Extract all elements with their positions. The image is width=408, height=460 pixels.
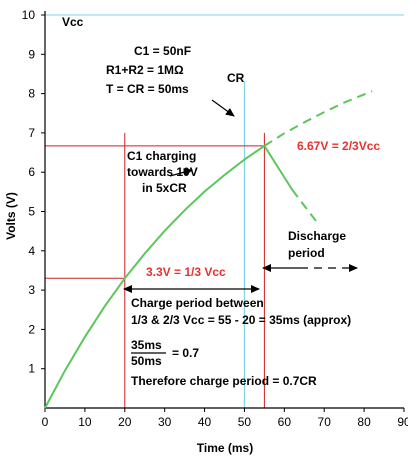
discharge-curve [263,145,294,191]
charging-curve [44,145,265,409]
fraction-denominator: 50ms [131,354,162,368]
fraction-result: = 0.7 [172,346,199,360]
y-tick-label: 1 [28,362,35,376]
charge-period-line1: Charge period between [131,296,264,310]
charging-pointer-arrow [169,168,193,177]
y-tick-label: 2 [28,322,35,336]
y-axis-title: Volts (V) [4,192,18,240]
charging-note-line2: towards 10V [127,165,198,179]
y-tick-label: 4 [28,244,35,258]
discharge-note-line2: period [288,246,325,260]
cr-label: CR [227,71,245,85]
discharge-note-line1: Discharge [288,229,346,243]
x-tick-label: 30 [158,415,172,429]
y-axis-ticks: 1 2 3 4 5 6 7 8 9 10 [22,8,45,376]
x-tick-label: 20 [118,415,132,429]
y-tick-label: 10 [22,8,36,22]
y-tick-label: 8 [28,87,35,101]
x-axis-title: Time (ms) [197,441,253,455]
charging-note-line1: C1 charging [127,149,196,163]
y-tick-label: 9 [28,47,35,61]
x-tick-label: 80 [357,415,371,429]
discharge-dashed-curve [291,189,317,222]
x-tick-label: 50 [238,415,252,429]
y-tick-label: 5 [28,205,35,219]
param-capacitance: C1 = 50nF [134,44,191,58]
param-resistance: R1+R2 = 1MΩ [106,63,184,77]
y-tick-label: 6 [28,165,35,179]
param-time-constant: T = CR = 50ms [106,82,189,96]
x-tick-label: 60 [278,415,292,429]
x-tick-label: 10 [78,415,92,429]
x-tick-label: 40 [198,415,212,429]
charge-period-line2: 1/3 & 2/3 Vcc = 55 - 20 = 35ms (approx) [131,313,351,327]
cr-pointer-arrow [211,99,235,117]
charging-note-line3: in 5xCR [142,181,187,195]
vcc-label: Vcc [62,15,84,29]
y-tick-label: 7 [28,126,35,140]
lower-threshold-label: 3.3V = 1/3 Vcc [146,265,226,279]
x-axis-ticks: 0 10 20 30 40 50 60 70 80 90 [42,408,408,429]
x-tick-label: 0 [42,415,49,429]
x-tick-label: 90 [397,415,408,429]
upper-threshold-label: 6.67V = 2/3Vcc [297,139,380,153]
conclusion-text: Therefore charge period = 0.7CR [131,374,317,388]
x-tick-label: 70 [318,415,332,429]
continued-charge-dashed-curve [263,90,373,147]
fraction-numerator: 35ms [131,338,162,352]
y-tick-label: 3 [28,283,35,297]
